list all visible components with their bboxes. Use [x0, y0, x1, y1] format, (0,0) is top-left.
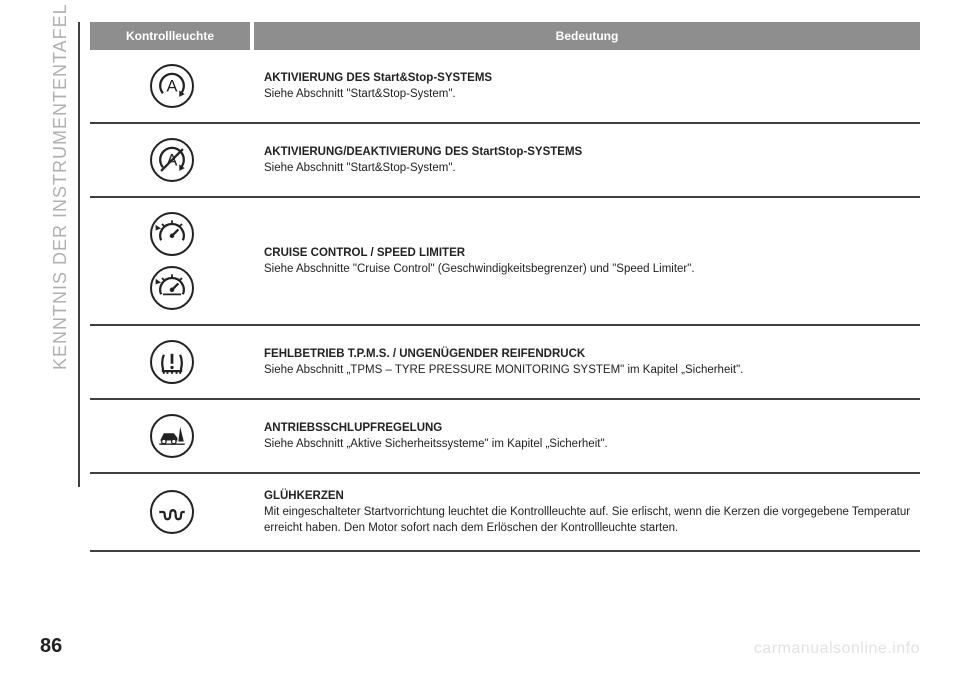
row-body: Siehe Abschnitt „Aktive Sicherheitssyste… [264, 438, 608, 450]
icon-cell [90, 414, 254, 458]
table-row: A AKTIVIERUNG DES Start&Stop-SYSTEMS Sie… [90, 50, 920, 124]
table-row: GLÜHKERZEN Mit eingeschalteter Startvorr… [90, 474, 920, 552]
description-cell: AKTIVIERUNG DES Start&Stop-SYSTEMS Siehe… [254, 70, 920, 102]
start-stop-active-icon: A [150, 64, 194, 108]
traction-control-icon [150, 414, 194, 458]
row-body: Siehe Abschnitt "Start&Stop-System". [264, 88, 456, 100]
description-cell: GLÜHKERZEN Mit eingeschalteter Startvorr… [254, 488, 920, 536]
description-cell: FEHLBETRIEB T.P.M.S. / UNGENÜGENDER REIF… [254, 346, 920, 378]
table-row: ANTRIEBSSCHLUPFREGELUNG Siehe Abschnitt … [90, 400, 920, 474]
manual-page: KENNTNIS DER INSTRUMENTENTAFEL Kontrolll… [0, 0, 960, 678]
row-title: FEHLBETRIEB T.P.M.S. / UNGENÜGENDER REIF… [264, 348, 585, 360]
row-title: GLÜHKERZEN [264, 490, 344, 502]
table-row: FEHLBETRIEB T.P.M.S. / UNGENÜGENDER REIF… [90, 326, 920, 400]
section-title-vertical: KENNTNIS DER INSTRUMENTENTAFEL [50, 3, 71, 370]
row-body: Siehe Abschnitt „TPMS – TYRE PRESSURE MO… [264, 364, 743, 376]
description-cell: AKTIVIERUNG/DEAKTIVIERUNG DES StartStop-… [254, 144, 920, 176]
svg-text:A: A [167, 77, 178, 95]
description-cell: CRUISE CONTROL / SPEED LIMITER Siehe Abs… [254, 245, 920, 277]
row-title: ANTRIEBSSCHLUPFREGELUNG [264, 422, 442, 434]
icon-cell [90, 212, 254, 310]
row-title: AKTIVIERUNG DES Start&Stop-SYSTEMS [264, 72, 492, 84]
start-stop-toggle-icon: A [150, 138, 194, 182]
table-body: A AKTIVIERUNG DES Start&Stop-SYSTEMS Sie… [90, 50, 920, 552]
table-row: CRUISE CONTROL / SPEED LIMITER Siehe Abs… [90, 198, 920, 326]
row-title: AKTIVIERUNG/DEAKTIVIERUNG DES StartStop-… [264, 146, 582, 158]
glow-plug-icon [150, 490, 194, 534]
header-kontrollleuchte: Kontrollleuchte [90, 22, 250, 50]
watermark: carmanualsonline.info [754, 640, 920, 658]
icon-cell: A [90, 138, 254, 182]
sidebar-divider [78, 22, 80, 487]
description-cell: ANTRIEBSSCHLUPFREGELUNG Siehe Abschnitt … [254, 420, 920, 452]
cruise-control-icon [150, 212, 194, 256]
speed-limiter-icon [150, 266, 194, 310]
table-header: Kontrollleuchte Bedeutung [90, 22, 920, 50]
table-row: A AKTIVIERUNG/DEAKTIVIERUNG DES StartSto… [90, 124, 920, 198]
page-number: 86 [40, 635, 62, 658]
row-body: Siehe Abschnitt "Start&Stop-System". [264, 162, 456, 174]
icon-cell [90, 490, 254, 534]
header-bedeutung: Bedeutung [254, 22, 920, 50]
row-body: Mit eingeschalteter Startvorrichtung leu… [264, 506, 910, 534]
icon-cell [90, 340, 254, 384]
tpms-icon [150, 340, 194, 384]
icon-cell: A [90, 64, 254, 108]
row-title: CRUISE CONTROL / SPEED LIMITER [264, 247, 465, 259]
row-body: Siehe Abschnitte "Cruise Control" (Gesch… [264, 263, 695, 275]
